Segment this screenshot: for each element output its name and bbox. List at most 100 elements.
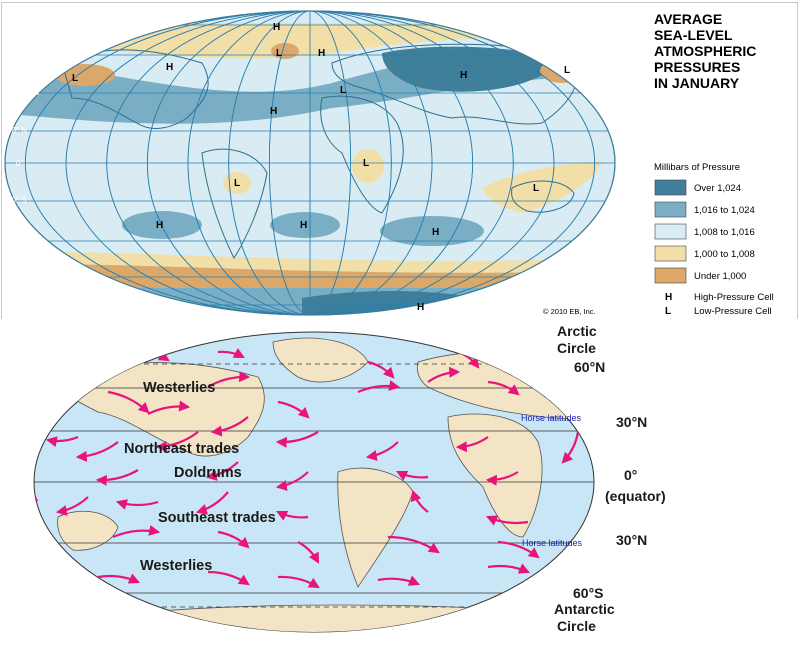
cell-low: L — [340, 85, 346, 96]
legend-swatch — [654, 245, 687, 262]
lat-label-40s: 40° S — [24, 236, 44, 245]
wind-arrow — [205, 461, 239, 481]
pressure-cells: H H L L H H L H L L L L H H H H — [72, 22, 570, 313]
label-0-degrees: 0° — [624, 467, 637, 483]
cell-low: L — [564, 65, 570, 76]
wind-arrow — [217, 348, 245, 359]
graticule-meridian — [187, 11, 433, 315]
wind-arrow — [396, 470, 429, 481]
south-high-atlantic — [270, 212, 340, 238]
wind-arrow — [487, 380, 520, 396]
cell-low: L — [363, 158, 369, 169]
australia-low — [482, 161, 602, 213]
graticule-meridian — [24, 11, 596, 315]
cell-high: H — [417, 302, 424, 313]
label-horse-latitudes-south: Horse latitudes — [522, 538, 583, 548]
label-30s: 30°N — [616, 532, 647, 548]
legend-swatch — [654, 201, 687, 218]
cell-high: H — [166, 62, 173, 73]
label-doldrums: Doldrums — [174, 465, 242, 481]
legend-label: 1,008 to 1,016 — [694, 227, 755, 238]
wind-arrow — [75, 441, 119, 462]
lat-label-20s: 20° S — [7, 196, 27, 205]
pressure-map-title: AVERAGE SEA-LEVEL ATMOSPHERIC PRESSURES … — [654, 11, 756, 91]
legend-label: Under 1,000 — [694, 271, 746, 282]
nw-pacific-low — [540, 59, 584, 83]
lat-label-60n: 60° N — [60, 49, 80, 58]
africa-outline — [320, 95, 404, 214]
wind-belt-labels: Westerlies Northeast trades Doldrums Sou… — [124, 380, 583, 574]
cell-high: H — [156, 220, 163, 231]
north-america-outline — [61, 49, 209, 129]
lat-label-0: 0° — [16, 159, 24, 168]
legend-swatch — [654, 179, 687, 196]
wind-arrow — [55, 496, 89, 516]
title-line: SEA-LEVEL — [654, 27, 733, 43]
wind-arrow — [297, 541, 320, 564]
wind-arrow — [45, 435, 79, 448]
band-subpolar-low — [5, 264, 615, 293]
wind-arrow — [367, 360, 395, 379]
cell-low: L — [276, 48, 282, 59]
cell-high: H — [270, 106, 277, 117]
wind-arrow — [210, 416, 249, 437]
australia-outline — [511, 180, 575, 213]
wind-arrow — [365, 441, 399, 461]
legend-symbol-low: L — [665, 306, 671, 317]
wind-map-svg: Westerlies Northeast trades Doldrums Sou… — [33, 323, 666, 634]
wind-arrow — [95, 469, 139, 486]
cell-high: H — [432, 227, 439, 238]
title-line: IN JANUARY — [654, 75, 740, 91]
legend-symbol-label: Low-Pressure Cell — [694, 306, 772, 317]
wind-arrow — [112, 525, 161, 539]
label-30n: 30°N — [616, 414, 647, 430]
wind-arrow — [277, 400, 310, 419]
legend-swatch — [654, 267, 687, 284]
wind-arrow — [107, 390, 150, 414]
label-westerlies-north: Westerlies — [143, 380, 215, 396]
pressure-map-panel: 80° N 60° N 40° N 20° N 0° 20° S 40° S 6… — [1, 2, 798, 319]
south-america-land — [337, 467, 414, 588]
label-antarctic: Antarctic — [554, 601, 615, 617]
label-arctic-circle: Circle — [557, 340, 596, 356]
wind-arrow — [455, 436, 489, 453]
wind-arrows — [34, 348, 594, 589]
wind-arrow — [115, 499, 159, 510]
wind-arrow — [275, 471, 309, 491]
graticule-meridian — [65, 11, 555, 315]
lat-label-40n: 40° N — [19, 88, 39, 97]
graticule-meridian — [268, 11, 352, 315]
copyright-credit: © 2010 EB, Inc. — [543, 307, 596, 316]
wind-arrow — [567, 560, 594, 574]
wind-arrow — [147, 400, 191, 415]
wind-arrow — [275, 431, 319, 448]
pressure-legend: Millibars of Pressure Over 1,024 1,016 t… — [654, 162, 774, 317]
label-arctic: Arctic — [557, 323, 597, 339]
title-line: ATMOSPHERIC — [654, 43, 756, 59]
pressure-bands — [5, 11, 615, 315]
wind-arrow — [207, 371, 251, 388]
wind-arrow — [207, 570, 250, 586]
lat-label-80s: 80° S — [112, 302, 132, 311]
wind-arrow — [561, 431, 580, 464]
label-60n: 60°N — [574, 359, 605, 375]
wind-arrow — [410, 489, 429, 513]
antarctica-land — [147, 604, 579, 632]
label-equator: (equator) — [605, 488, 666, 504]
wind-arrow — [485, 471, 519, 486]
cell-high: H — [318, 48, 325, 59]
pressure-lat-labels: 80° N 60° N 40° N 20° N 0° 20° S 40° S 6… — [7, 18, 132, 311]
legend-swatch — [654, 223, 687, 240]
label-northeast-trades: Northeast trades — [124, 441, 239, 457]
label-westerlies-south: Westerlies — [140, 558, 212, 574]
wind-arrow — [487, 563, 531, 574]
south-high-indian — [380, 216, 484, 246]
label-southeast-trades: Southeast trades — [158, 510, 276, 526]
legend-title: Millibars of Pressure — [654, 162, 740, 173]
legend-label: 1,000 to 1,008 — [694, 249, 755, 260]
cell-low: L — [72, 73, 78, 84]
legend-symbol-high: H — [665, 292, 672, 303]
wind-arrow — [357, 380, 401, 394]
greenland-land — [272, 337, 369, 383]
graticule-meridian — [228, 11, 392, 315]
